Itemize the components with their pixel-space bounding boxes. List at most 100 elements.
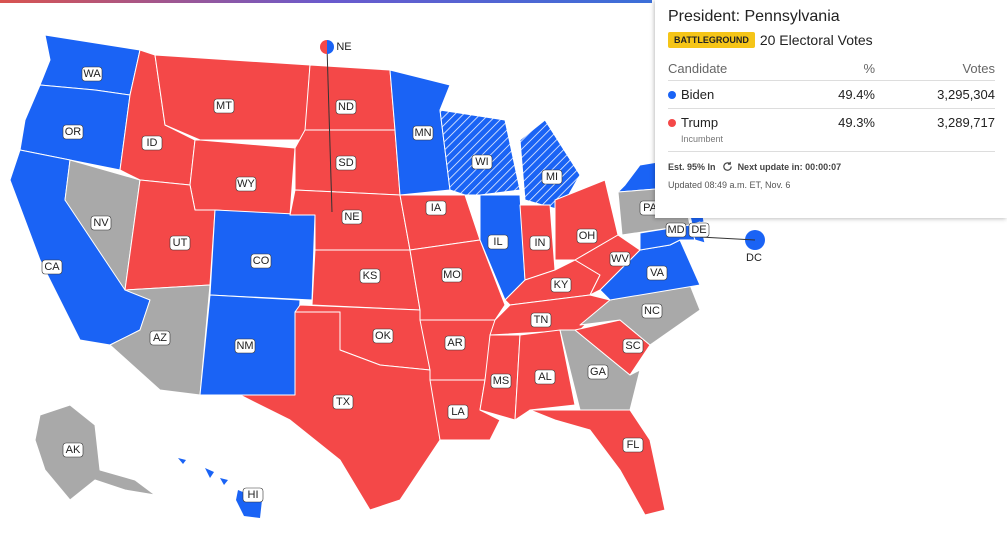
top-bar — [0, 0, 652, 3]
state — [205, 468, 214, 478]
label-box — [213, 98, 235, 114]
state — [574, 234, 641, 296]
state-label: FL — [627, 439, 640, 451]
candidate-dot — [668, 91, 676, 99]
state-label: ND — [338, 101, 354, 113]
electoral-votes: 20 Electoral Votes — [759, 32, 873, 48]
label-box — [609, 251, 631, 267]
refresh-icon — [723, 161, 732, 171]
label-box — [534, 369, 556, 385]
label-box — [341, 209, 363, 225]
label-box — [622, 338, 644, 354]
state-label: PA — [643, 202, 658, 214]
estimate: Est. 95% In — [668, 162, 716, 172]
state — [236, 490, 262, 518]
header-row: Candidate % Votes — [668, 57, 995, 81]
state-label: CA — [44, 261, 60, 273]
label-box — [372, 328, 394, 344]
ne-marker-label: NE — [336, 41, 351, 53]
state-label: OK — [375, 330, 392, 342]
label-box — [332, 394, 354, 410]
state-label: MI — [546, 171, 558, 183]
dc-connector — [699, 236, 756, 241]
label-box — [587, 364, 609, 380]
label-box — [447, 404, 469, 420]
label-box — [335, 99, 357, 115]
state-label: IN — [535, 237, 546, 249]
candidate-note: Incumbent — [681, 134, 724, 144]
header: Candidate — [668, 57, 805, 81]
state-label: MD — [667, 224, 684, 236]
state-label: SD — [338, 157, 353, 169]
label-box — [90, 215, 112, 231]
label-box — [444, 335, 466, 351]
state-label: WA — [83, 68, 101, 80]
state-label: GA — [590, 366, 607, 378]
state-label: MT — [216, 100, 232, 112]
state — [178, 458, 186, 464]
label-box — [646, 265, 668, 281]
state-label: HI — [248, 489, 259, 501]
label-box — [149, 330, 171, 346]
state — [304, 64, 396, 131]
state-label: OH — [579, 230, 596, 242]
label-box — [490, 373, 512, 389]
candidate-votes: 3,289,717 — [875, 108, 995, 152]
state-panel: President: Pennsylvania BATTLEGROUND 20 … — [655, 0, 1007, 218]
state — [439, 109, 521, 196]
candidate: Biden — [668, 80, 805, 109]
candidate-pct: 49.4% — [805, 80, 875, 109]
state-label: IA — [431, 202, 442, 214]
panel-title: President: Pennsylvania — [668, 8, 840, 25]
label-box — [242, 487, 264, 503]
header: Votes — [875, 57, 995, 81]
state-label: DC — [746, 252, 762, 264]
status-line: Est. 95% In Next update in: 00:00:07 — [668, 161, 995, 172]
state-label: WI — [475, 156, 488, 168]
state — [239, 311, 441, 511]
results-table: Candidate % Votes Biden 49.4% 3,295,304 Tru… — [668, 57, 995, 152]
label-box — [576, 228, 598, 244]
state-label: KS — [363, 270, 378, 282]
ne-marker-right — [327, 40, 334, 54]
candidate-votes: 3,295,304 — [875, 80, 995, 109]
label-box — [250, 253, 272, 269]
state-label: NV — [93, 217, 109, 229]
state-label: MS — [493, 375, 510, 387]
state-label: KY — [554, 279, 569, 291]
state-label: UT — [173, 237, 188, 249]
label-box — [425, 200, 447, 216]
label-box — [169, 235, 191, 251]
label-box — [641, 303, 663, 319]
ne-connector — [326, 46, 333, 213]
label-box — [335, 155, 357, 171]
state — [529, 409, 666, 516]
label-box — [665, 222, 687, 238]
label-box — [235, 176, 257, 192]
label-box — [622, 437, 644, 453]
state-label: NM — [236, 340, 253, 352]
header: % — [805, 57, 875, 81]
state-label: IL — [493, 236, 502, 248]
state-label: CO — [253, 255, 270, 267]
badge: BATTLEGROUND — [668, 32, 755, 48]
updated: Updated 08:49 a.m. ET, Nov. 6 — [668, 180, 791, 190]
label-box — [141, 135, 163, 151]
candidate-name: Trump — [681, 115, 719, 130]
state-label: OR — [65, 126, 82, 138]
state-label: MN — [414, 127, 431, 139]
state-label: TX — [336, 396, 351, 408]
label-box — [550, 277, 572, 293]
label-box — [359, 268, 381, 284]
state — [154, 54, 311, 141]
state-label: AR — [447, 337, 462, 349]
candidate-dot — [668, 119, 676, 127]
ne-marker-left — [320, 40, 327, 54]
state-label: AZ — [153, 332, 167, 344]
label-box — [62, 124, 84, 140]
label-box — [471, 154, 493, 170]
state — [220, 478, 228, 485]
state-label: LA — [451, 406, 465, 418]
